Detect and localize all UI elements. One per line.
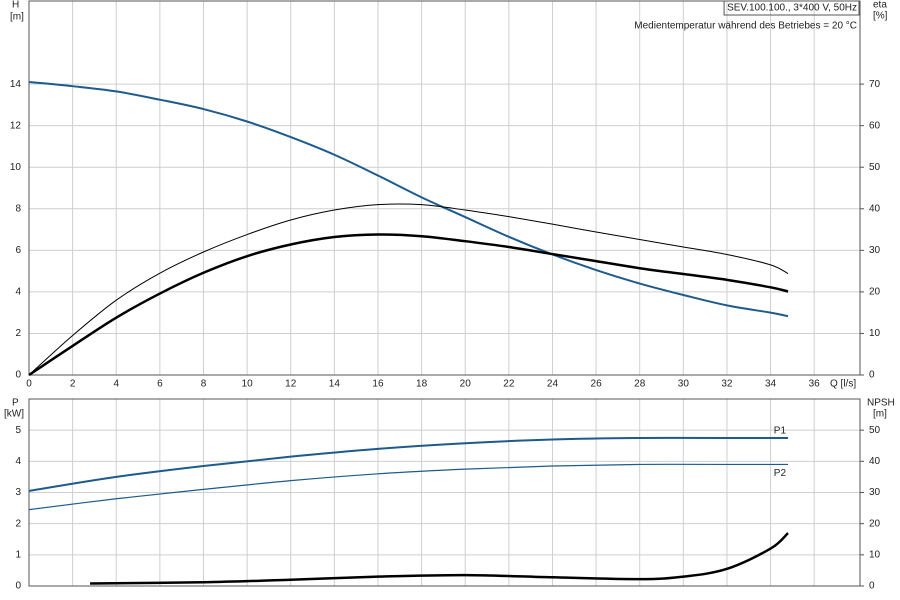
chart-title: SEV.100.100., 3*400 V, 50Hz — [727, 3, 857, 14]
curve — [28, 233, 789, 377]
y2-tick-label: 0 — [869, 581, 875, 592]
x-tick-label: 12 — [285, 379, 297, 390]
y2-tick-label: 30 — [869, 487, 881, 498]
y2-axis-label: NPSH — [867, 398, 895, 409]
x-tick-label: 30 — [678, 379, 690, 390]
y2-tick-label: 30 — [869, 245, 881, 256]
x-tick-label: 6 — [157, 379, 163, 390]
x-axis-label: Q [l/s] — [830, 379, 856, 390]
y-tick-label: 4 — [15, 456, 21, 467]
x-tick-label: 26 — [591, 379, 603, 390]
y2-axis-unit: [m] — [873, 409, 887, 420]
y-axis-label: H — [12, 0, 19, 11]
y-axis-label: P — [12, 398, 19, 409]
title-box — [723, 0, 860, 16]
series-label: P1 — [774, 426, 787, 437]
y-tick-label: 5 — [15, 425, 21, 436]
y-tick-label: 4 — [15, 287, 21, 298]
subtitle: Medientemperatur während des Betriebes =… — [634, 21, 857, 32]
y-axis-unit: [m] — [10, 12, 24, 23]
y-tick-label: 12 — [10, 120, 22, 131]
y-tick-label: 2 — [15, 518, 21, 529]
y2-tick-label: 40 — [869, 203, 881, 214]
y-tick-label: 0 — [15, 581, 21, 592]
x-tick-label: 20 — [460, 379, 472, 390]
y-tick-label: 3 — [15, 487, 21, 498]
x-tick-label: 24 — [547, 379, 559, 390]
y2-tick-label: 20 — [869, 518, 881, 529]
curve — [28, 436, 789, 492]
y2-tick-label: 10 — [869, 328, 881, 339]
y-tick-label: 6 — [15, 245, 21, 256]
y2-tick-label: 50 — [869, 425, 881, 436]
x-tick-label: 10 — [242, 379, 254, 390]
y-tick-label: 1 — [15, 549, 21, 560]
y2-tick-label: 10 — [869, 549, 881, 560]
y2-tick-label: 40 — [869, 456, 881, 467]
curve — [28, 463, 789, 511]
y2-tick-label: 60 — [869, 120, 881, 131]
x-tick-label: 2 — [70, 379, 76, 390]
x-tick-label: 14 — [329, 379, 341, 390]
x-tick-label: 18 — [416, 379, 428, 390]
y2-tick-label: 20 — [869, 287, 881, 298]
y2-tick-label: 70 — [869, 79, 881, 90]
curve — [90, 532, 789, 585]
x-tick-label: 36 — [809, 379, 821, 390]
plot-frame — [28, 398, 861, 587]
y2-tick-label: 50 — [869, 162, 881, 173]
x-tick-label: 32 — [721, 379, 733, 390]
y-tick-label: 10 — [10, 162, 22, 173]
plot-frame — [28, 0, 861, 376]
x-tick-label: 4 — [113, 379, 119, 390]
x-tick-label: 16 — [372, 379, 384, 390]
y-axis-unit: [kW] — [4, 409, 24, 420]
y-tick-label: 0 — [15, 370, 21, 381]
y-tick-label: 14 — [10, 79, 22, 90]
y2-axis-label: eta — [873, 0, 887, 11]
y2-axis-unit: [%] — [873, 11, 888, 22]
curve — [28, 203, 789, 376]
x-tick-label: 28 — [634, 379, 646, 390]
x-tick-label: 8 — [201, 379, 207, 390]
series-label: P2 — [774, 468, 787, 479]
y2-tick-label: 0 — [869, 370, 875, 381]
x-tick-label: 0 — [26, 379, 32, 390]
x-tick-label: 22 — [503, 379, 515, 390]
curve — [28, 81, 789, 318]
y-tick-label: 2 — [15, 328, 21, 339]
y-tick-label: 8 — [15, 203, 21, 214]
x-tick-label: 34 — [765, 379, 777, 390]
